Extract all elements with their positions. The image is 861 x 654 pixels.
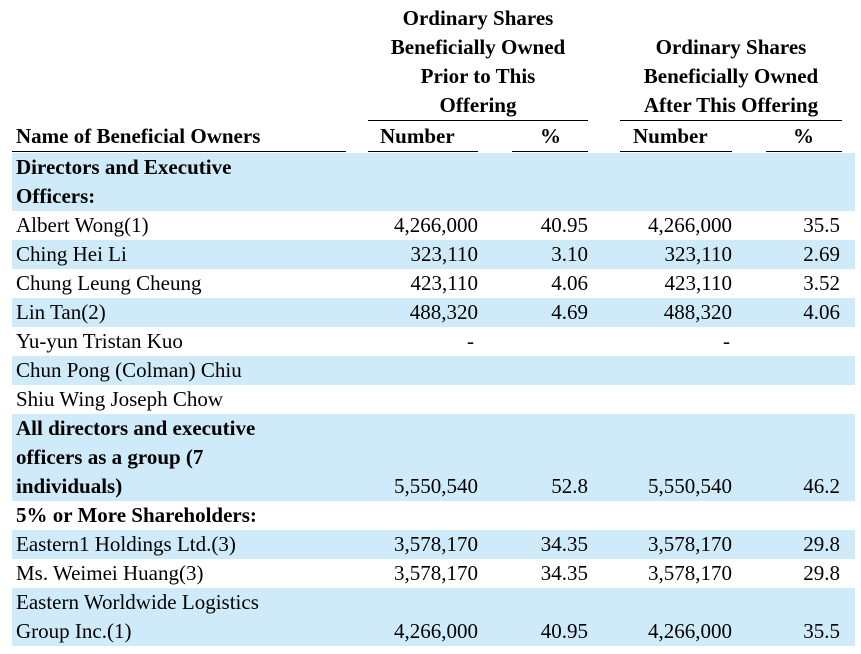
label-line: Eastern Worldwide Logistics [16, 590, 259, 614]
label-line: Officers: [16, 184, 96, 208]
row-shade [12, 298, 855, 327]
column-header-pct-after: % [793, 124, 814, 148]
shares-prior: 423,110 [410, 271, 478, 295]
percent-prior: 4.69 [551, 300, 588, 324]
percent-prior: 40.95 [540, 619, 588, 643]
label-line: Directors and Executive [16, 155, 232, 179]
owner-name: Chung Leung Cheung [16, 271, 202, 295]
percent-after: 35.5 [803, 619, 840, 643]
label-line: All directors and executive [16, 416, 256, 440]
shares-prior: 3,578,170 [394, 532, 478, 556]
shares-prior: 4,266,000 [394, 619, 478, 643]
pct-after-underline [766, 151, 842, 152]
header-prior-line: Beneficially Owned [390, 35, 566, 59]
shares-prior: 3,578,170 [394, 561, 478, 585]
row-shade [12, 588, 855, 646]
header-prior-underline [368, 120, 588, 121]
percent-prior: 34.35 [540, 561, 588, 585]
column-header-name: Name of Beneficial Owners [16, 124, 261, 148]
column-header-pct-prior: % [540, 124, 561, 148]
column-header-number-after: Number [633, 124, 708, 148]
header-after-underline [620, 120, 842, 121]
header-prior-offering: Ordinary Shares Beneficially Owned Prior… [368, 4, 588, 120]
shares-after: 5,550,540 [648, 474, 732, 498]
percent-prior: 40.95 [540, 213, 588, 237]
shares-after: 423,110 [664, 271, 732, 295]
shares-prior: - [467, 329, 474, 353]
number-after-underline [620, 151, 732, 152]
shares-prior: 488,320 [409, 300, 478, 324]
group-total-label: All directors and executive officers as … [16, 414, 255, 501]
label-line: individuals) [16, 474, 123, 498]
percent-after: 3.52 [803, 271, 840, 295]
name-header-underline [12, 151, 346, 152]
percent-after: 46.2 [803, 474, 840, 498]
percent-after: 35.5 [803, 213, 840, 237]
row-shade [12, 356, 855, 385]
owner-name: Albert Wong(1) [16, 213, 149, 237]
owner-name: Yu-yun Tristan Kuo [16, 329, 183, 353]
shares-after: - [723, 329, 730, 353]
percent-after: 4.06 [803, 300, 840, 324]
percent-prior: 3.10 [551, 242, 588, 266]
shares-after: 3,578,170 [648, 532, 732, 556]
column-header-number-prior: Number [380, 124, 455, 148]
section-label-shareholders: 5% or More Shareholders: [16, 503, 257, 527]
header-prior-line: Ordinary Shares [402, 6, 554, 30]
row-shade [12, 240, 855, 269]
label-line: Group Inc.(1) [16, 619, 132, 643]
shares-after: 4,266,000 [648, 619, 732, 643]
owner-name: Lin Tan(2) [16, 300, 106, 324]
shares-after: 4,266,000 [648, 213, 732, 237]
number-prior-underline [368, 151, 478, 152]
row-shade [12, 153, 855, 211]
percent-after: 29.8 [803, 532, 840, 556]
percent-after: 29.8 [803, 561, 840, 585]
section-label-directors: Directors and Executive Officers: [16, 153, 231, 211]
percent-after: 2.69 [803, 242, 840, 266]
owner-name: Chun Pong (Colman) Chiu [16, 358, 242, 382]
shares-after: 323,110 [664, 242, 732, 266]
header-after-line: Ordinary Shares [655, 35, 807, 59]
owner-name: Ching Hei Li [16, 242, 127, 266]
header-after-line: Beneficially Owned [643, 64, 819, 88]
row-shade [12, 414, 855, 501]
pct-prior-underline [512, 151, 588, 152]
row-shade [12, 530, 855, 559]
shares-prior: 323,110 [410, 242, 478, 266]
percent-prior: 34.35 [540, 532, 588, 556]
owner-name: Eastern1 Holdings Ltd.(3) [16, 532, 236, 556]
shares-after: 3,578,170 [648, 561, 732, 585]
owner-name: Shiu Wing Joseph Chow [16, 387, 224, 411]
shares-prior: 4,266,000 [394, 213, 478, 237]
header-after-offering: Ordinary Shares Beneficially Owned After… [620, 33, 842, 120]
shares-prior: 5,550,540 [394, 474, 478, 498]
header-prior-line: Prior to This [420, 64, 536, 88]
percent-prior: 52.8 [551, 474, 588, 498]
header-prior-line: Offering [439, 93, 517, 117]
owner-name: Ms. Weimei Huang(3) [16, 561, 204, 585]
percent-prior: 4.06 [551, 271, 588, 295]
label-line: officers as a group (7 [16, 445, 204, 469]
shares-after: 488,320 [663, 300, 732, 324]
owner-name: Eastern Worldwide Logistics Group Inc.(1… [16, 588, 259, 646]
header-after-line: After This Offering [643, 93, 819, 117]
